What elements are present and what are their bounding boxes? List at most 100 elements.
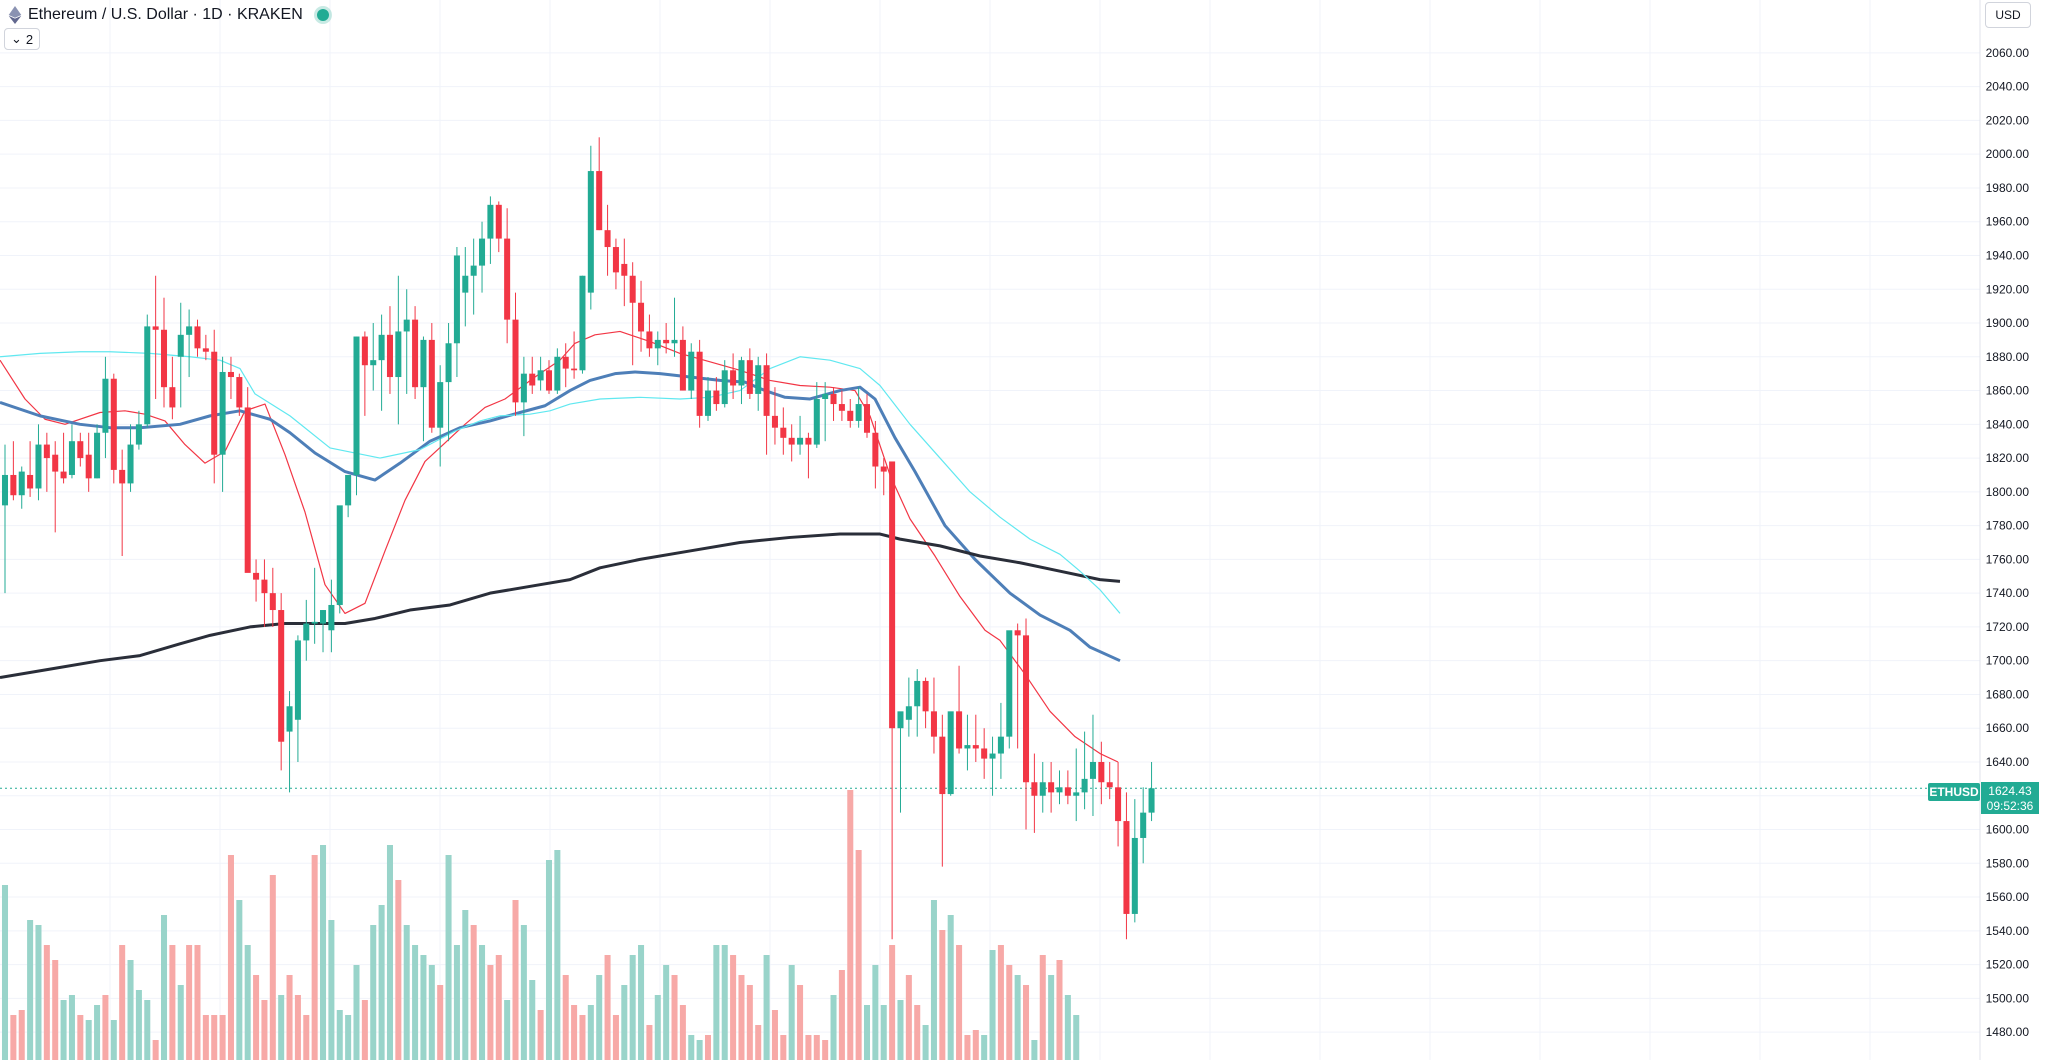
candle — [144, 314, 151, 428]
candle — [35, 424, 42, 501]
volume-bar — [537, 1010, 544, 1060]
volume-bar — [847, 790, 854, 1060]
candle-body — [320, 610, 327, 624]
candle — [1048, 761, 1055, 813]
candle — [1031, 753, 1038, 833]
candle — [872, 420, 879, 489]
volume-bar — [370, 925, 377, 1060]
candle — [110, 373, 117, 484]
candle — [336, 505, 343, 614]
candle-body — [830, 393, 837, 405]
candle — [1123, 792, 1130, 940]
market-status-icon[interactable] — [316, 9, 329, 21]
volume-bar — [261, 1000, 268, 1060]
candle-body — [437, 382, 444, 428]
candle-body — [403, 319, 410, 332]
volume-bar — [981, 1035, 988, 1060]
candle — [596, 137, 603, 231]
candle — [395, 275, 402, 425]
volume-bar — [328, 920, 335, 1060]
candle — [537, 356, 544, 391]
volume-bar — [520, 925, 527, 1060]
candle-body — [236, 377, 243, 408]
candle-body — [688, 351, 695, 391]
candle-body — [562, 356, 569, 369]
candle — [688, 343, 695, 399]
volume-bar — [596, 975, 603, 1060]
candle-body — [1131, 837, 1138, 914]
candle-body — [663, 339, 670, 344]
volume-bar — [571, 1005, 578, 1060]
candle — [495, 201, 502, 253]
volume-bar — [822, 1040, 829, 1060]
candle — [328, 579, 335, 653]
candle — [85, 432, 92, 492]
candle-body — [872, 432, 879, 467]
candle-body — [972, 745, 979, 749]
volume-bar — [930, 900, 937, 1060]
volume-bar — [914, 1005, 921, 1060]
candle — [1098, 741, 1105, 805]
candle — [947, 711, 954, 796]
volume-bar — [470, 925, 477, 1060]
candle-body — [311, 621, 318, 624]
candle-body — [947, 711, 954, 795]
candle — [746, 348, 753, 399]
volume-bar — [1039, 955, 1046, 1060]
volume-bar — [186, 945, 193, 1060]
candle — [1131, 799, 1138, 923]
candle — [738, 356, 745, 405]
candle-body — [964, 745, 971, 749]
candle — [880, 458, 887, 496]
volume-bar — [721, 945, 728, 1060]
volume-bar — [922, 1025, 929, 1060]
candle-body — [186, 326, 193, 335]
symbol-title[interactable]: Ethereum / U.S. Dollar · 1D · KRAKEN — [28, 6, 303, 23]
candle — [629, 262, 636, 366]
candle-body — [855, 404, 862, 421]
candle-body — [169, 387, 176, 408]
candle-body — [1039, 782, 1046, 796]
candle-body — [286, 706, 293, 732]
candle-body — [160, 329, 168, 388]
volume-bar — [102, 995, 109, 1060]
candle — [60, 432, 67, 484]
candle-body — [838, 404, 845, 411]
candle-body — [847, 410, 854, 421]
candle-body — [755, 365, 762, 394]
candle-body — [1140, 812, 1147, 838]
candle-body — [1056, 787, 1063, 793]
candle — [160, 297, 168, 408]
candle-body — [863, 404, 871, 433]
candle-body — [412, 319, 419, 388]
volume-bar — [135, 990, 142, 1060]
volume-bar — [704, 1035, 712, 1060]
volume-bar — [1031, 1040, 1038, 1060]
candle-body — [1048, 782, 1055, 793]
candle — [1115, 761, 1122, 847]
candle-body — [571, 368, 578, 371]
candle — [638, 280, 645, 352]
volume-bar — [27, 920, 34, 1060]
volume-bar — [638, 945, 645, 1060]
candle — [813, 382, 820, 448]
candle — [1056, 770, 1063, 805]
candle-body — [487, 204, 494, 239]
volume-bar — [880, 1005, 887, 1060]
volume-bar — [119, 945, 126, 1060]
candle — [10, 441, 17, 501]
candle-body — [94, 432, 101, 479]
candle — [621, 238, 628, 307]
price-tick-label: 2060.00 — [1986, 46, 2030, 60]
candle — [696, 339, 703, 428]
collapse-indicators-button[interactable]: ⌄ 2 — [4, 28, 41, 50]
currency-button[interactable]: USD — [1985, 2, 2031, 28]
candle — [788, 424, 795, 462]
candle-body — [654, 339, 661, 349]
volume-bar — [545, 860, 552, 1060]
volume-bar — [462, 910, 469, 1060]
volume-bar — [244, 945, 251, 1060]
candle — [169, 356, 176, 420]
volume-bar — [286, 975, 293, 1060]
